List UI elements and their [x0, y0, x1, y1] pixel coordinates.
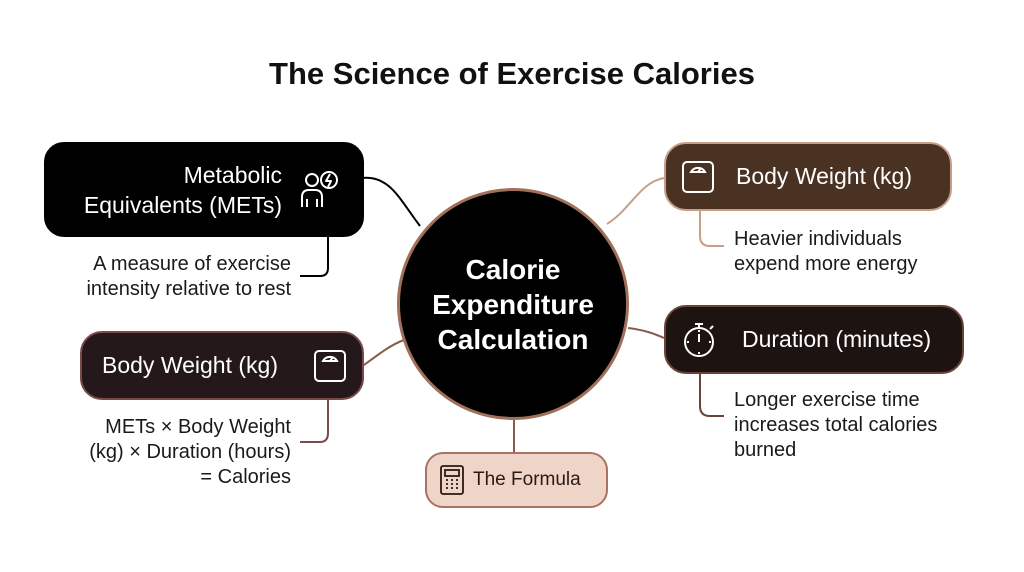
connector-hub-duration	[627, 327, 665, 339]
node-duration-description-line-2: increases total calories	[734, 414, 938, 436]
node-formula-label: The Formula	[473, 469, 581, 490]
node-mets-label: Metabolic Equivalents (METs)	[64, 160, 282, 220]
central-hub: Calorie Expenditure Calculation	[397, 188, 629, 420]
node-body-weight-left-description-line-3: = Calories	[200, 466, 291, 488]
connector-hub-mets	[361, 176, 421, 227]
hub-line-3: Calculation	[437, 323, 589, 355]
connector-hub-body-weight-left	[363, 339, 405, 366]
node-body-weight-left-description-line-2: (kg) × Duration (hours)	[89, 441, 291, 463]
node-body-weight-left-label: Body Weight (kg)	[102, 352, 278, 378]
calculator-icon	[439, 464, 465, 496]
node-mets-description-line-2: intensity relative to rest	[86, 278, 291, 300]
node-body-weight-left: Body Weight (kg)	[80, 331, 364, 400]
node-duration: Duration (minutes)	[664, 305, 964, 374]
bracket-body-weight-left-description	[300, 400, 329, 443]
node-formula: The Formula	[425, 452, 608, 508]
node-duration-label: Duration (minutes)	[742, 326, 932, 352]
bracket-body-weight-right-description	[699, 211, 724, 247]
node-body-weight-right-description-line-2: expend more energy	[734, 253, 918, 275]
hub-line-2: Expenditure	[432, 288, 594, 320]
node-mets: Metabolic Equivalents (METs)	[44, 142, 364, 237]
node-duration-description-line-1: Longer exercise time	[734, 389, 920, 411]
node-body-weight-left-description: METs × Body Weight (kg) × Duration (hour…	[40, 415, 291, 490]
connector-hub-body-weight-right	[606, 177, 665, 225]
node-mets-description-line-1: A measure of exercise	[93, 253, 291, 275]
bracket-mets-description	[300, 237, 329, 277]
node-mets-description: A measure of exercise intensity relative…	[40, 252, 291, 302]
scale-icon	[312, 348, 348, 384]
person-energy-icon	[298, 169, 340, 211]
diagram-title: The Science of Exercise Calories	[269, 56, 755, 91]
node-duration-description-line-3: burned	[734, 439, 797, 461]
node-body-weight-right: Body Weight (kg)	[664, 142, 952, 211]
hub-line-1: Calorie	[465, 253, 561, 285]
node-mets-label-line-2: Equivalents (METs)	[83, 191, 282, 218]
node-body-weight-right-label: Body Weight (kg)	[736, 163, 912, 189]
node-mets-label-line-1: Metabolic	[183, 161, 282, 188]
node-body-weight-left-description-line-1: METs × Body Weight	[105, 416, 291, 438]
node-body-weight-right-description-line-1: Heavier individuals	[734, 228, 902, 250]
node-duration-description: Longer exercise time increases total cal…	[734, 388, 994, 463]
stopwatch-icon	[680, 321, 718, 359]
scale-icon	[680, 159, 716, 195]
node-body-weight-right-description: Heavier individuals expend more energy	[734, 227, 974, 277]
bracket-duration-description	[699, 374, 724, 417]
